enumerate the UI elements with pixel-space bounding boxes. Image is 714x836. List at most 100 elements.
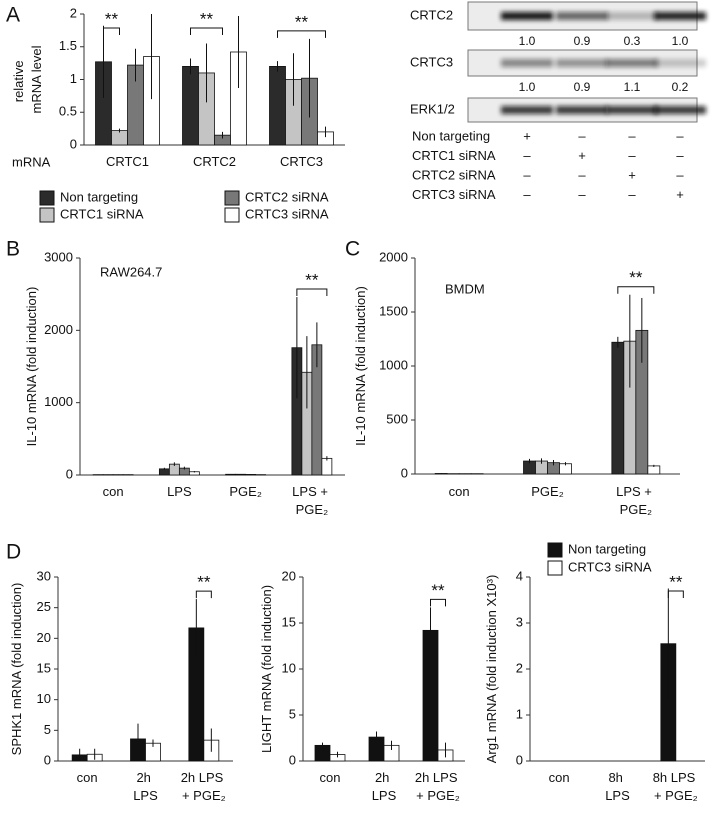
- condition-sign: –: [676, 148, 684, 163]
- y-tick-label: 4: [516, 568, 523, 583]
- bar: [647, 465, 661, 475]
- panel-letter: D: [6, 541, 21, 564]
- x-tick-label: CRTC3: [280, 154, 323, 169]
- condition-label: CRTC3 siRNA: [412, 187, 496, 202]
- bar: [269, 66, 286, 146]
- condition-sign: –: [676, 128, 684, 143]
- blot-band: [501, 12, 553, 20]
- y-tick-label: 2000: [44, 322, 73, 337]
- x-tick-label: LPS + PGE₂: [616, 484, 655, 517]
- blot-band: [556, 12, 608, 20]
- blot-band: [654, 12, 706, 20]
- y-tick-label: 0: [66, 466, 73, 481]
- blot-row-label: CRTC3: [410, 54, 453, 69]
- x-tick-label: LPS: [167, 484, 192, 499]
- y-tick-label: 0: [44, 752, 51, 767]
- y-tick-label: 20: [37, 630, 51, 645]
- legend-swatch: [224, 190, 240, 206]
- condition-sign: –: [523, 167, 531, 182]
- blot-band: [606, 59, 658, 67]
- condition-sign: +: [578, 148, 586, 163]
- y-tick-label: 2000: [379, 249, 408, 264]
- condition-sign: –: [578, 128, 586, 143]
- blot-quant: 0.3: [624, 34, 641, 48]
- condition-label: CRTC1 siRNA: [412, 148, 496, 163]
- condition-sign: –: [523, 148, 531, 163]
- y-tick-label: 25: [37, 599, 51, 614]
- blot-band: [606, 106, 658, 114]
- significance-label: **: [431, 581, 445, 600]
- bar: [182, 66, 199, 146]
- significance-label: **: [305, 271, 319, 290]
- x-tick-label: PGE₂: [229, 484, 262, 499]
- legend-swatch: [547, 560, 563, 576]
- condition-sign: +: [676, 187, 684, 202]
- legend-label: CRTC3 siRNA: [245, 206, 329, 221]
- condition-sign: +: [523, 128, 531, 143]
- condition-sign: –: [628, 187, 636, 202]
- legend-label: Non targeting: [568, 541, 646, 556]
- legend-label: CRTC3 siRNA: [568, 559, 652, 574]
- significance-bracket: [190, 27, 223, 35]
- condition-sign: –: [628, 148, 636, 163]
- bar: [111, 130, 128, 146]
- y-tick-label: 1: [70, 71, 77, 86]
- legend-label: CRTC1 siRNA: [60, 206, 144, 221]
- y-tick-label: 3: [516, 614, 523, 629]
- x-tick-label: 8h LPS + PGE₂: [653, 770, 699, 803]
- x-tick-label: 2h LPS + PGE₂: [181, 770, 227, 803]
- y-axis-label: IL-10 mRNA (fold induction): [24, 287, 39, 447]
- significance-bracket: [195, 590, 212, 599]
- x-tick-label: 2h LPS: [133, 770, 158, 803]
- significance-bracket: [277, 30, 326, 38]
- y-tick-label: 500: [386, 411, 408, 426]
- panel-label: RAW264.7: [100, 264, 162, 279]
- y-tick-label: 0: [401, 465, 408, 480]
- blot-band: [654, 106, 706, 114]
- y-tick-label: 20: [282, 568, 296, 583]
- condition-sign: –: [523, 187, 531, 202]
- blot-band: [606, 12, 658, 20]
- y-tick-label: 2: [516, 660, 523, 675]
- y-axis-label: LIGHT mRNA (fold induction): [259, 585, 274, 753]
- blot-quant: 0.2: [672, 80, 689, 94]
- legend-swatch: [39, 190, 55, 206]
- bar: [321, 457, 333, 476]
- significance-bracket: [296, 288, 328, 297]
- significance-label: **: [105, 9, 119, 28]
- x-tick-label: con: [103, 484, 124, 499]
- condition-label: CRTC2 siRNA: [412, 167, 496, 182]
- x-tick-label: con: [77, 770, 98, 785]
- condition-sign: –: [578, 167, 586, 182]
- blot-row-label: ERK1/2: [410, 101, 455, 116]
- blot-quant: 1.0: [519, 80, 536, 94]
- x-tick-label: LPS + PGE₂: [292, 484, 331, 517]
- y-tick-label: 2: [70, 5, 77, 20]
- significance-bracket: [617, 286, 655, 294]
- y-axis-label: relative mRNA level: [11, 45, 44, 113]
- panel-letter: B: [6, 238, 20, 261]
- y-tick-label: 1.5: [59, 38, 77, 53]
- significance-bracket: [103, 27, 120, 35]
- legend-swatch: [39, 207, 55, 223]
- y-tick-label: 0.5: [59, 104, 77, 119]
- blot-quant: 1.0: [519, 34, 536, 48]
- y-tick-label: 1000: [379, 357, 408, 372]
- x-tick-label: 2h LPS + PGE₂: [415, 770, 461, 803]
- y-tick-label: 10: [37, 691, 51, 706]
- y-tick-label: 3000: [44, 249, 73, 264]
- blot-quant: 1.0: [672, 34, 689, 48]
- x-tick-label: CRTC1: [106, 154, 149, 169]
- y-tick-label: 1000: [44, 394, 73, 409]
- x-tick-label: PGE₂: [531, 484, 564, 499]
- condition-sign: –: [676, 167, 684, 182]
- x-tick-label: con: [549, 770, 570, 785]
- significance-bracket: [430, 598, 446, 607]
- condition-label: Non targeting: [412, 128, 490, 143]
- blot-band: [556, 59, 608, 67]
- blot-band: [556, 106, 608, 114]
- legend-label: CRTC2 siRNA: [245, 189, 329, 204]
- significance-label: **: [669, 572, 683, 591]
- blot-row-label: CRTC2: [410, 7, 453, 22]
- blot-quant: 1.1: [624, 80, 641, 94]
